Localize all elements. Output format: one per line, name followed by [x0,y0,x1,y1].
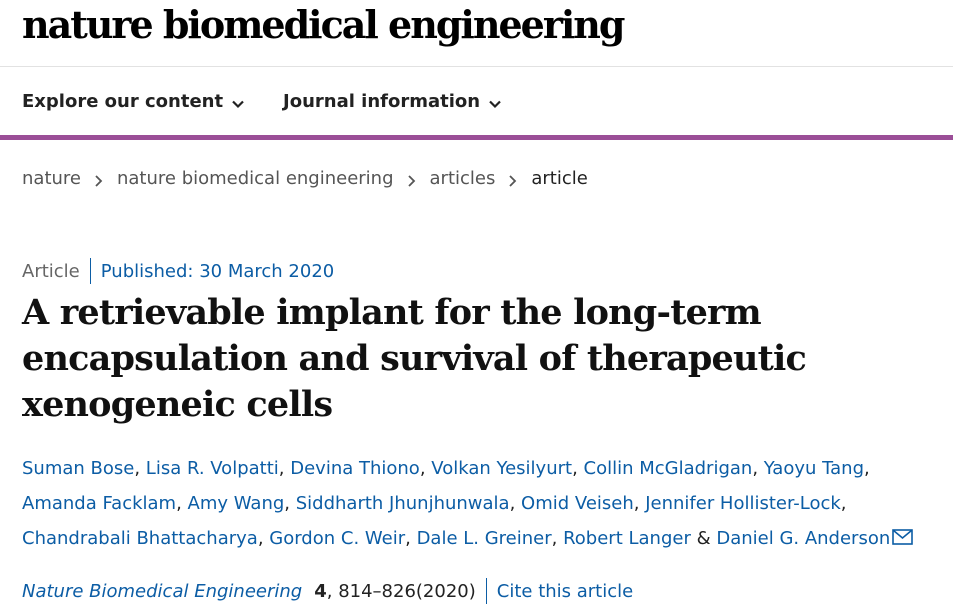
chevron-right-icon [94,172,104,187]
author-link[interactable]: Dale L. Greiner [416,528,552,549]
nav-explore-content[interactable]: Explore our content [22,91,245,112]
author-link[interactable]: Amy Wang [187,493,285,514]
chevron-right-icon [407,172,417,187]
author-link[interactable]: Omid Veiseh [521,493,634,514]
author-link[interactable]: Chandrabali Bhattacharya [22,528,258,549]
nav-journal-information-label: Journal information [283,91,481,112]
journal-pages: , 814–826(2020) [326,580,476,602]
author-separator: , [752,458,764,479]
author-link[interactable]: Amanda Facklam [22,493,177,514]
breadcrumb-nature[interactable]: nature [22,168,81,189]
nav-journal-information[interactable]: Journal information [283,91,502,112]
article-type: Article [22,260,80,282]
journal-name[interactable]: Nature Biomedical Engineering [22,580,303,602]
author-separator: , [840,493,847,514]
article-title: A retrievable implant for the long-term … [22,292,807,425]
journal-volume: 4 [314,580,327,602]
author-list: Suman Bose, Lisa R. Volpatti, Devina Thi… [22,451,942,557]
author-separator: , [134,458,146,479]
published-date: Published: 30 March 2020 [100,260,335,282]
author-link[interactable]: Siddharth Jhunjhunwala [295,493,510,514]
chevron-right-icon [508,172,518,187]
author-link[interactable]: Robert Langer [563,528,691,549]
author-separator: , [572,458,584,479]
author-separator: , [419,458,432,479]
author-separator: , [864,458,870,479]
author-separator: , [551,528,564,549]
citation: Nature Biomedical Engineering 4 , 814–82… [22,578,633,604]
cite-article-link[interactable]: Cite this article [496,580,634,602]
site-logo[interactable]: nature biomedical engineering [22,2,625,47]
author-link[interactable]: Yaoyu Tang [763,458,865,479]
main-nav: Explore our content Journal information [0,67,953,140]
breadcrumb-journal[interactable]: nature biomedical engineering [116,168,394,189]
breadcrumb-article: article [531,168,588,189]
author-link[interactable]: Lisa R. Volpatti [145,458,279,479]
author-link[interactable]: Volkan Yesilyurt [431,458,573,479]
breadcrumb-articles[interactable]: articles [429,168,496,189]
cite-divider [485,578,487,604]
author-link[interactable]: Jennifer Hollister-Lock [645,493,841,514]
mail-icon[interactable] [892,522,914,557]
breadcrumb: nature nature biomedical engineering art… [22,168,588,189]
chevron-down-icon [231,95,245,109]
nav-explore-content-label: Explore our content [22,91,224,112]
author-separator: , [509,493,522,514]
author-separator: , [633,493,646,514]
author-link[interactable]: Daniel G. Anderson [716,528,891,549]
site-header: nature biomedical engineering [0,0,953,67]
chevron-down-icon [488,95,502,109]
author-link[interactable]: Devina Thiono [290,458,420,479]
author-separator: , [278,458,291,479]
author-separator: , [284,493,296,514]
author-separator: & [690,528,717,549]
author-link[interactable]: Suman Bose [22,458,135,479]
author-link[interactable]: Collin McGladrigan [583,458,753,479]
article-meta: Article Published: 30 March 2020 [22,258,334,284]
author-link[interactable]: Gordon C. Weir [269,528,406,549]
author-separator: , [257,528,270,549]
author-separator: , [405,528,417,549]
author-separator: , [176,493,188,514]
meta-divider [89,258,91,284]
